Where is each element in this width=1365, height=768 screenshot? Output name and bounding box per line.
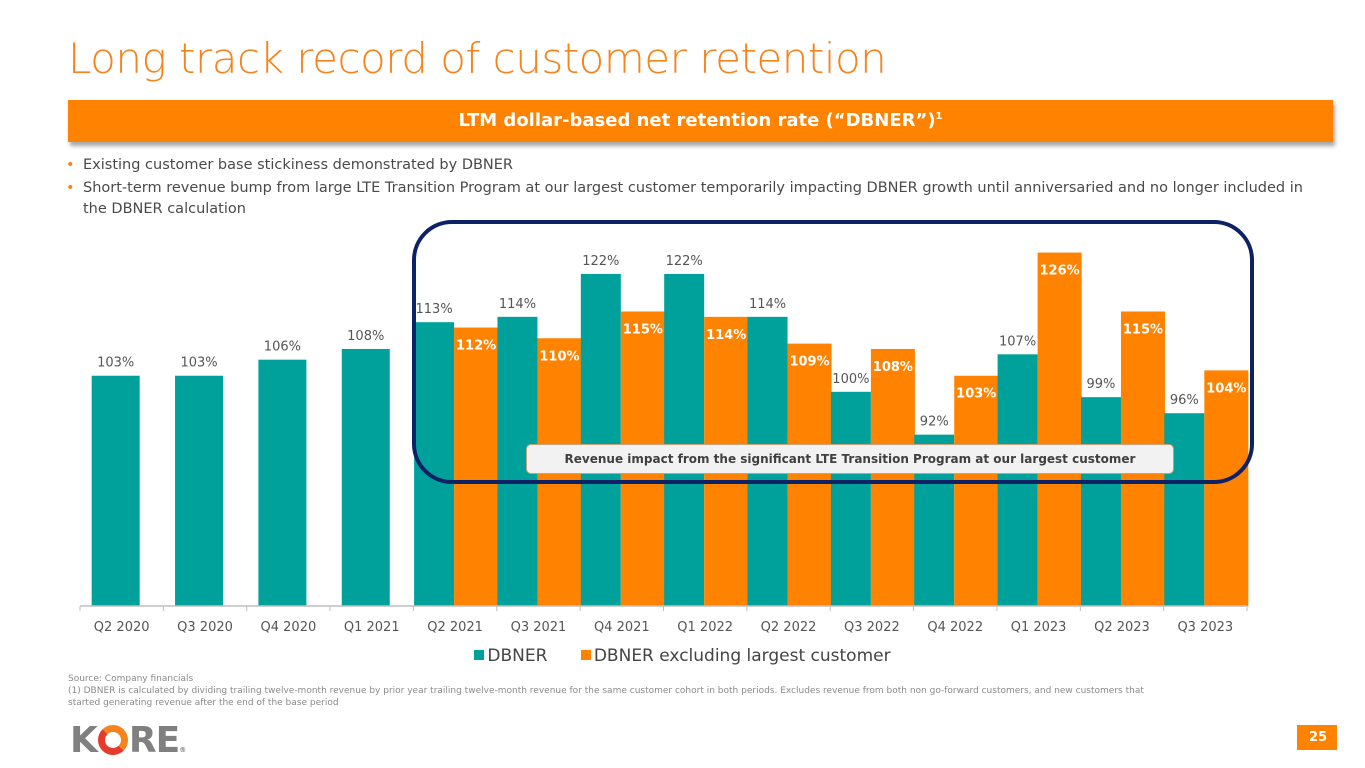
legend-item-dbner-ex: DBNER excluding largest customer — [580, 646, 891, 666]
bar-dbner-ex — [1037, 252, 1082, 607]
data-label-dbner-ex: 112% — [456, 339, 496, 354]
bar-dbner — [341, 348, 390, 606]
logo-letters: RE — [128, 719, 180, 761]
section-banner: LTM dollar-based net retention rate (“DB… — [68, 100, 1333, 142]
legend-label: DBNER excluding largest customer — [593, 646, 891, 666]
bar-dbner — [175, 375, 224, 606]
data-label-dbner-ex: 115% — [623, 322, 663, 337]
x-tick-label: Q3 2022 — [844, 620, 900, 635]
bullet-text: Short-term revenue bump from large LTE T… — [83, 180, 1303, 217]
data-label-dbner-ex: 110% — [539, 349, 579, 364]
x-tick-label: Q2 2021 — [427, 620, 483, 635]
page-number: 25 — [1297, 725, 1337, 750]
bar-dbner — [91, 375, 140, 606]
data-label-dbner-ex: 104% — [1206, 381, 1246, 396]
legend-item-dbner: DBNER — [474, 646, 547, 666]
logo-letter: K — [70, 719, 98, 761]
x-tick-label: Q1 2021 — [344, 620, 400, 635]
bar-dbner — [1080, 397, 1121, 606]
bar-chart: 103% Q2 2020 103% Q3 2020 106% Q4 2020 108% Q1 … — [79, 220, 1254, 635]
footnote: Source: Company financials (1) DBNER is … — [68, 673, 1168, 709]
data-label-dbner: 114% — [749, 297, 786, 312]
banner-text: LTM dollar-based net retention rate (“DB… — [68, 110, 1333, 131]
x-tick-label: Q3 2020 — [177, 620, 233, 635]
bar-dbner-ex — [1204, 370, 1249, 606]
legend-swatch-dbner-ex — [580, 650, 591, 660]
bar-dbner-ex — [954, 375, 999, 606]
x-tick-label: Q1 2022 — [677, 620, 733, 635]
data-label-dbner: 99% — [1087, 377, 1116, 392]
bullet-icon: • — [66, 180, 75, 196]
data-label-dbner: 113% — [416, 302, 453, 317]
x-tick-label: Q3 2021 — [511, 620, 567, 635]
legend-swatch-dbner — [474, 650, 485, 660]
bullet-list: • Existing customer base stickiness demon… — [64, 155, 1314, 222]
legend-label: DBNER — [487, 646, 548, 666]
bar-dbner — [580, 274, 621, 606]
x-tick-label: Q2 2020 — [94, 620, 150, 635]
bullet-item: • Existing customer base stickiness demon… — [64, 155, 1314, 176]
data-label-dbner: 103% — [97, 356, 134, 371]
x-tick-label: Q2 2023 — [1094, 620, 1150, 635]
bullet-icon: • — [66, 157, 75, 173]
x-tick-label: Q2 2022 — [761, 620, 817, 635]
page-title: Long track record of customer retention — [68, 34, 887, 83]
data-label-dbner: 92% — [920, 415, 949, 430]
x-tick-label: Q1 2023 — [1011, 620, 1067, 635]
data-label-dbner-ex: 103% — [956, 387, 996, 402]
data-label-dbner-ex: 108% — [873, 360, 913, 375]
data-label-dbner: 108% — [347, 329, 384, 344]
x-tick-label: Q4 2020 — [261, 620, 317, 635]
data-label-dbner-ex: 114% — [706, 328, 746, 343]
definition-note: (1) DBNER is calculated by dividing trai… — [68, 686, 1144, 708]
bar-dbner-ex — [787, 343, 832, 606]
data-label-dbner: 96% — [1170, 393, 1199, 408]
source-note: Source: Company financials — [68, 674, 194, 684]
highlight-box — [412, 220, 1254, 484]
data-label-dbner-ex: 126% — [1040, 264, 1080, 279]
bar-dbner — [258, 359, 307, 606]
callout-label: Revenue impact from the significant LTE … — [526, 444, 1174, 474]
data-label-dbner: 122% — [666, 254, 703, 269]
x-tick-label: Q4 2021 — [594, 620, 650, 635]
chart-legend: DBNER DBNER excluding largest customer — [0, 646, 1365, 666]
bar-dbner — [1164, 413, 1205, 606]
data-label-dbner-ex: 109% — [789, 355, 829, 370]
bar-dbner — [664, 274, 705, 606]
bar-dbner-ex — [454, 327, 499, 606]
data-label-dbner: 103% — [180, 356, 217, 371]
bar-dbner-ex — [870, 348, 915, 606]
registered-mark: ® — [179, 746, 186, 754]
bullet-text: Existing customer base stickiness demons… — [83, 157, 514, 173]
data-label-dbner: 122% — [582, 254, 619, 269]
bar-dbner — [830, 391, 871, 606]
x-tick-label: Q4 2022 — [927, 620, 983, 635]
footnote-marker: 1 — [935, 111, 943, 122]
bullet-item: • Short-term revenue bump from large LTE … — [64, 178, 1314, 220]
logo-ring-icon — [97, 725, 128, 755]
data-label-dbner: 106% — [264, 340, 301, 355]
data-label-dbner-ex: 115% — [1123, 322, 1163, 337]
banner-label: LTM dollar-based net retention rate (“DB… — [458, 110, 936, 131]
data-label-dbner: 107% — [999, 334, 1036, 349]
data-label-dbner: 114% — [499, 297, 536, 312]
data-label-dbner: 100% — [832, 372, 869, 387]
x-tick-label: Q3 2023 — [1177, 620, 1233, 635]
kore-logo: K RE ® — [70, 719, 186, 761]
